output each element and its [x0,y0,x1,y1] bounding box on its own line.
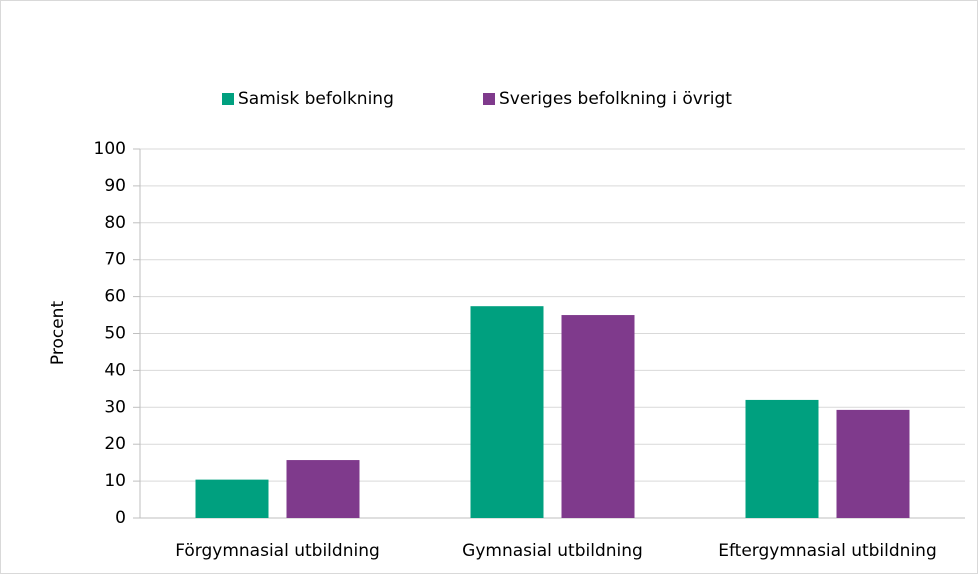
y-tick-label: 90 [104,176,126,196]
bar [195,479,269,518]
bar [286,460,360,518]
legend-swatch [222,93,234,105]
bar [745,399,819,518]
x-tick-label: Eftergymnasial utbildning [718,541,937,561]
y-tick-label: 30 [104,397,126,417]
legend-swatch [483,93,495,105]
y-tick-label: 70 [104,250,126,270]
y-tick-label: 0 [115,508,126,528]
bar [470,306,544,518]
y-tick-label: 20 [104,434,126,454]
legend-label: Sveriges befolkning i övrigt [499,89,732,109]
x-tick-label: Förgymnasial utbildning [175,541,380,561]
y-tick-label: 50 [104,324,126,344]
y-tick-label: 40 [104,360,126,380]
bar [836,409,910,518]
y-axis-label: Procent [48,301,68,366]
bar [561,315,635,518]
x-tick-label: Gymnasial utbildning [462,541,643,561]
y-tick-label: 10 [104,471,126,491]
y-tick-label: 60 [104,287,126,307]
legend-label: Samisk befolkning [238,89,394,109]
y-tick-label: 80 [104,213,126,233]
y-tick-label: 100 [94,139,126,159]
